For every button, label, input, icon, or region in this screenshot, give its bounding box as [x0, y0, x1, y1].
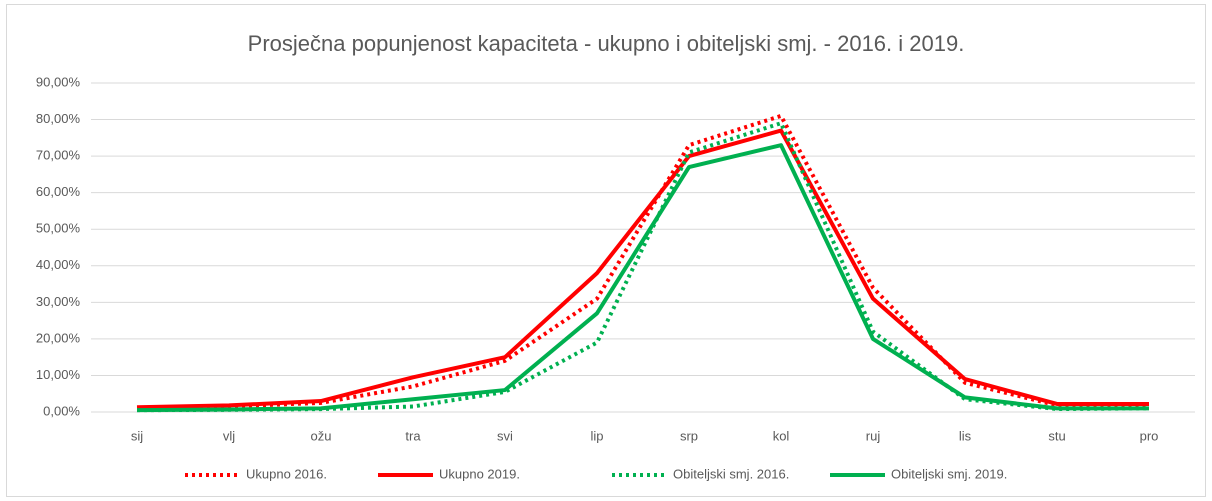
x-tick-label: kol — [773, 428, 790, 443]
x-tick-label: ruj — [866, 428, 881, 443]
chart-border — [6, 4, 1206, 497]
legend-label: Ukupno 2016. — [246, 466, 327, 481]
x-tick-label: vlj — [223, 428, 235, 443]
x-tick-label: lip — [590, 428, 603, 443]
x-tick-label: stu — [1048, 428, 1065, 443]
y-tick-label: 40,00% — [36, 257, 81, 272]
y-tick-label: 0,00% — [43, 403, 80, 418]
x-tick-label: tra — [405, 428, 421, 443]
legend-label: Obiteljski smj. 2019. — [891, 466, 1007, 481]
y-tick-label: 50,00% — [36, 221, 81, 236]
y-tick-label: 90,00% — [36, 74, 81, 89]
chart-title: Prosječna popunjenost kapaciteta - ukupn… — [248, 31, 965, 56]
y-tick-label: 10,00% — [36, 367, 81, 382]
legend-label: Ukupno 2019. — [439, 466, 520, 481]
line-series — [136, 143, 1149, 413]
x-tick-label: lis — [959, 428, 972, 443]
y-tick-label: 80,00% — [36, 111, 81, 126]
x-tick-label: ožu — [311, 428, 332, 443]
legend-label: Obiteljski smj. 2016. — [673, 466, 789, 481]
y-tick-label: 20,00% — [36, 330, 81, 345]
x-tick-label: sij — [131, 428, 143, 443]
x-tick-label: srp — [680, 428, 698, 443]
y-tick-label: 30,00% — [36, 294, 81, 309]
y-tick-label: 60,00% — [36, 184, 81, 199]
x-tick-label: svi — [497, 428, 513, 443]
x-tick-label: pro — [1140, 428, 1159, 443]
line-series — [136, 128, 1149, 410]
y-tick-label: 70,00% — [36, 148, 81, 163]
